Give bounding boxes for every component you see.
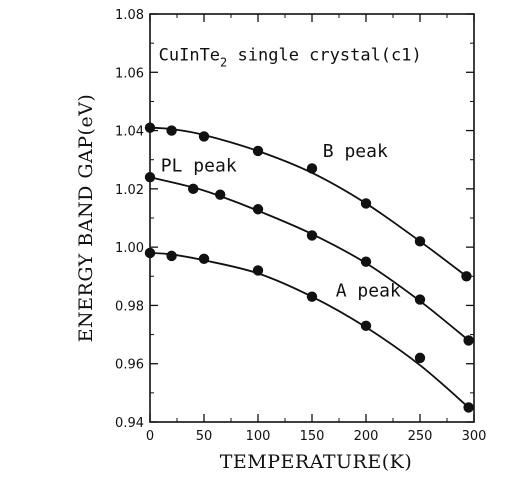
y-tick-label: 1.02 — [115, 183, 144, 198]
data-point — [414, 352, 426, 364]
data-point — [360, 320, 372, 332]
data-point — [252, 145, 264, 157]
x-tick-label: 0 — [146, 429, 154, 444]
data-point — [252, 204, 264, 215]
data-point — [414, 236, 426, 247]
series-annotation: A peak — [336, 281, 401, 302]
data-point — [360, 198, 372, 209]
data-point — [166, 250, 177, 262]
axis-ticks — [149, 13, 475, 423]
chart-title-rest: single crystal(c1) — [227, 46, 421, 66]
series-line-2 — [149, 252, 470, 409]
data-point — [414, 294, 426, 305]
x-tick-label: 250 — [408, 429, 433, 444]
y-tick-label: 1.04 — [115, 125, 144, 140]
series-annotations: B peak PL peak A peak — [161, 141, 401, 302]
chart-title: CuInTe2 single crystal(c1) — [159, 46, 422, 70]
data-point — [215, 189, 226, 200]
data-point — [144, 122, 156, 133]
y-tick-label: 1.08 — [115, 8, 144, 23]
data-point — [360, 256, 372, 267]
series-annotation: PL peak — [161, 155, 237, 176]
plot-frame — [149, 13, 475, 423]
data-point — [306, 230, 318, 241]
chart-title-subscript: 2 — [220, 56, 227, 70]
tick-labels: 0.94 0.96 0.98 1.00 1.02 1.04 1.06 1.08 0 50 100 15… — [115, 8, 486, 444]
data-point — [463, 335, 474, 346]
y-tick-label: 1.06 — [115, 66, 144, 81]
data-point — [198, 253, 210, 264]
data-point — [198, 131, 210, 142]
series-annotation: B peak — [323, 141, 388, 162]
chart-title-main: CuInTe — [159, 46, 220, 66]
data-point — [252, 265, 264, 276]
data-point — [144, 172, 156, 183]
data-point — [188, 183, 199, 195]
x-tick-label: 50 — [196, 429, 213, 444]
x-tick-label: 200 — [354, 429, 379, 444]
data-point — [463, 402, 474, 413]
x-tick-label: 300 — [462, 429, 487, 444]
y-tick-label: 0.96 — [115, 358, 144, 373]
data-point — [144, 247, 156, 259]
data-point — [306, 163, 318, 174]
data-point — [461, 271, 472, 282]
data-point — [166, 125, 177, 136]
y-tick-label: 1.00 — [115, 241, 144, 256]
data-point — [306, 291, 318, 302]
series-line-0 — [149, 126, 467, 278]
y-tick-label: 0.98 — [115, 299, 144, 314]
x-tick-label: 100 — [246, 429, 271, 444]
x-axis-label: TEMPERATURE(K) — [220, 451, 413, 473]
x-tick-label: 150 — [300, 429, 325, 444]
y-axis-label: ENERGY BAND GAP(eV) — [75, 94, 97, 343]
series-points — [144, 122, 474, 413]
y-tick-label: 0.94 — [115, 416, 144, 431]
